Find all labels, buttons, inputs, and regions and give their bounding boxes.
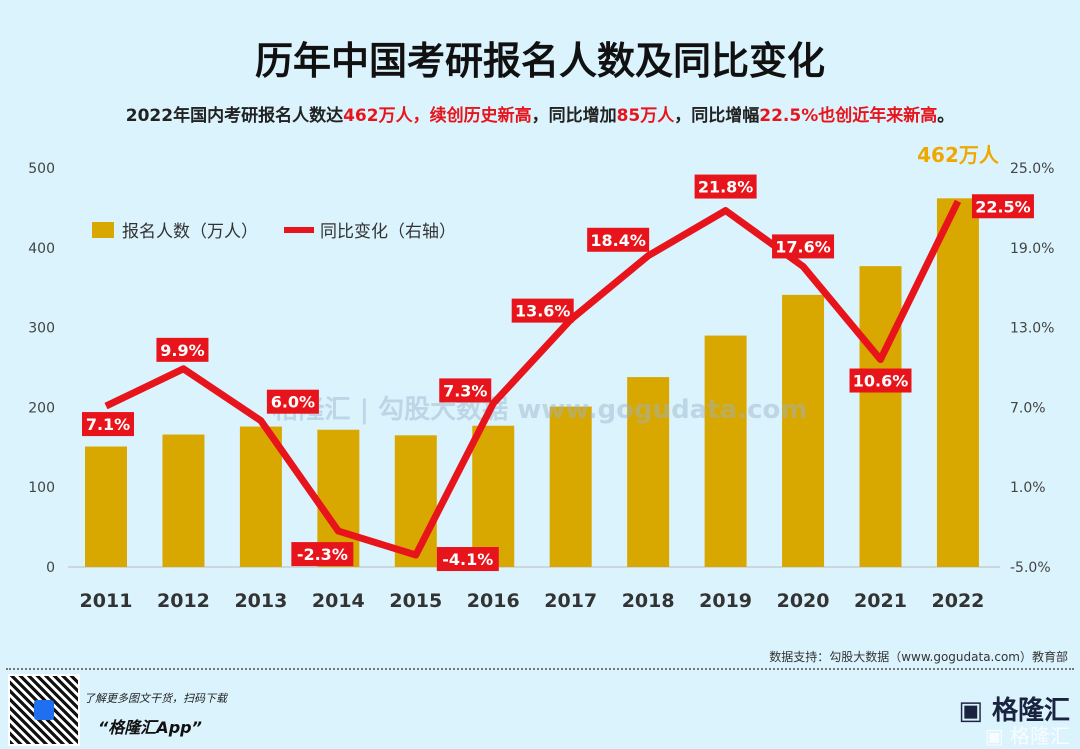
bar-2016	[472, 425, 515, 567]
chart-subtitle: 2022年国内考研报名人数达462万人，续创历史新高，同比增加85万人，同比增幅…	[125, 106, 955, 126]
bar-2017	[549, 406, 592, 567]
data-label-box	[291, 542, 354, 567]
right-tick-label: 7.0%	[1010, 400, 1046, 416]
x-tick-label: 2016	[467, 590, 520, 612]
chart-title: 历年中国考研报名人数及同比变化	[254, 39, 825, 83]
bar-2019	[704, 335, 747, 567]
right-tick-label: 13.0%	[1010, 321, 1054, 337]
x-tick-label: 2015	[389, 590, 442, 612]
data-label-box	[511, 298, 574, 323]
x-tick-label: 2017	[544, 590, 597, 612]
watermark: 格隆汇 | 勾股大数据 www.gogudata.com	[273, 394, 808, 425]
chart: 0 100 200 300 400 500 -5.0% 1.0% 7.0% 13.0% 19.0% 2…	[28, 143, 1054, 612]
data-label-box	[266, 389, 319, 414]
data-label: 10.6%	[853, 372, 909, 391]
qr-code[interactable]	[8, 674, 80, 746]
data-label-box	[971, 194, 1034, 219]
legend-bar-swatch	[92, 222, 114, 238]
legend-line-label: 同比变化（右轴）	[320, 222, 456, 242]
gelonghui-logo-faint: ▣ 格隆汇	[984, 724, 1070, 748]
data-label-box	[156, 337, 209, 362]
right-tick-label: 25.0%	[1010, 161, 1054, 177]
left-tick-label: 0	[46, 560, 55, 576]
bar-2020	[782, 294, 825, 567]
data-label: 13.6%	[515, 302, 571, 321]
data-source: 数据支持：勾股大数据（www.gogudata.com）教育部	[769, 650, 1068, 664]
x-tick-label: 2014	[312, 590, 365, 612]
bar-2018	[627, 377, 670, 567]
data-label-box	[436, 547, 499, 572]
bar-2022	[936, 198, 979, 567]
data-label-box	[694, 174, 757, 199]
legend-bar-label: 报名人数（万人）	[122, 222, 258, 242]
data-label-box	[849, 368, 912, 393]
x-tick-label: 2020	[777, 590, 830, 612]
app-name: “格隆汇App”	[98, 718, 202, 737]
data-label: 9.9%	[160, 341, 204, 360]
bar-2015	[394, 435, 437, 567]
data-label: 21.8%	[698, 178, 754, 197]
data-label-box	[82, 412, 134, 437]
left-tick-label: 300	[28, 321, 55, 337]
right-tick-label: -5.0%	[1010, 560, 1051, 576]
data-label-box	[772, 234, 835, 259]
x-tick-label: 2022	[932, 590, 985, 612]
bar-2013	[239, 426, 282, 567]
x-tick-label: 2019	[699, 590, 752, 612]
bar-2011	[85, 446, 127, 567]
data-label-box	[587, 227, 650, 252]
left-tick-label: 400	[28, 241, 55, 257]
data-label: 6.0%	[271, 393, 315, 412]
gelonghui-logo: ▣ 格隆汇	[958, 696, 1070, 726]
data-label: 18.4%	[590, 231, 646, 250]
download-hint: 了解更多图文干货，扫码下载	[84, 692, 227, 705]
annotation: 462万人	[917, 143, 1000, 167]
x-tick-label: 2018	[622, 590, 675, 612]
data-label: 7.3%	[443, 381, 487, 400]
x-tick-label: 2011	[80, 590, 133, 612]
bar-2012	[162, 434, 205, 567]
x-tick-label: 2021	[854, 590, 907, 612]
divider	[6, 668, 1074, 670]
left-tick-label: 500	[28, 161, 55, 177]
bar-2021	[859, 266, 902, 567]
left-tick-label: 200	[28, 400, 55, 416]
data-label: 17.6%	[775, 237, 831, 256]
yoy-line	[104, 199, 962, 559]
data-label: 22.5%	[975, 197, 1031, 216]
right-tick-label: 1.0%	[1010, 480, 1046, 496]
data-label: 7.1%	[86, 415, 130, 434]
left-tick-label: 100	[28, 480, 55, 496]
x-tick-label: 2012	[157, 590, 210, 612]
data-label: -4.1%	[442, 550, 493, 569]
data-label-box	[439, 378, 492, 403]
data-label: -2.3%	[297, 545, 348, 564]
x-tick-label: 2013	[234, 590, 287, 612]
right-tick-label: 19.0%	[1010, 241, 1054, 257]
